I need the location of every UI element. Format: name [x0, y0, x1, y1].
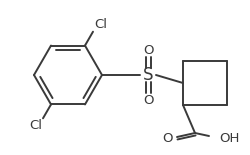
Text: O: O — [143, 93, 153, 106]
Text: O: O — [162, 131, 173, 144]
Text: S: S — [143, 66, 153, 84]
Text: O: O — [143, 44, 153, 57]
Text: Cl: Cl — [29, 119, 42, 132]
Text: Cl: Cl — [94, 18, 107, 31]
Text: OH: OH — [219, 131, 240, 144]
